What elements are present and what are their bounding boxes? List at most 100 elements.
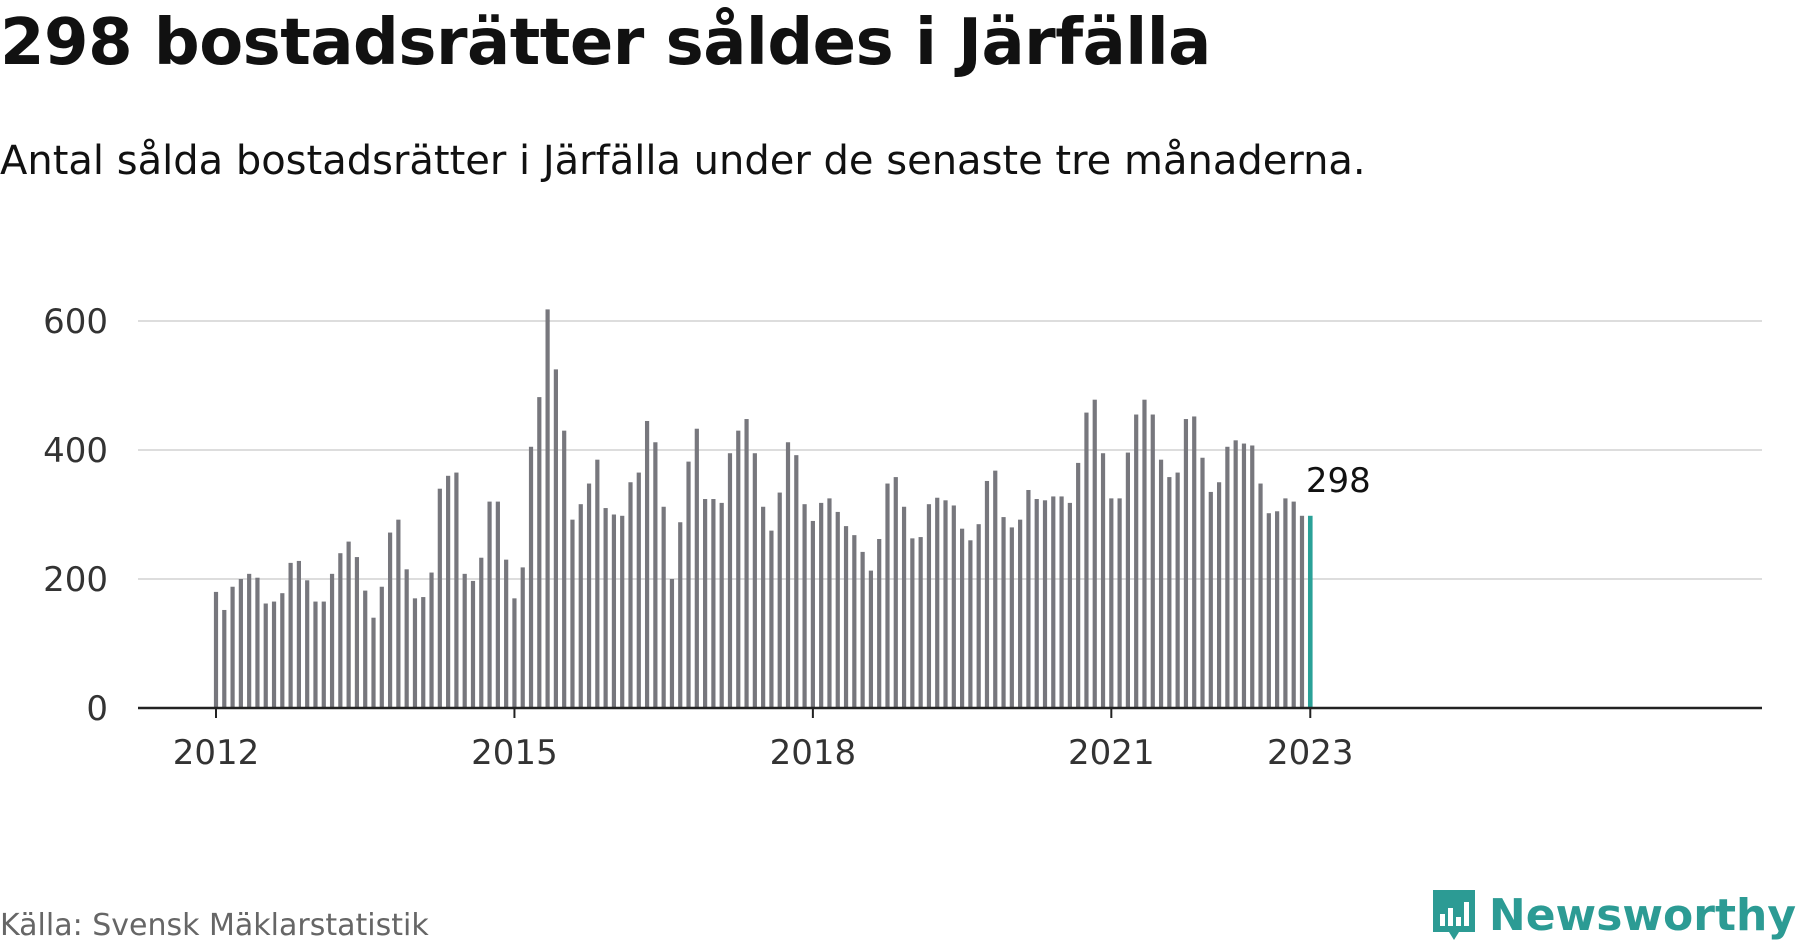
- bar: [1142, 399, 1147, 708]
- bar: [454, 472, 459, 708]
- bar: [495, 501, 500, 708]
- bar: [429, 572, 434, 708]
- bar: [338, 553, 343, 708]
- bar: [280, 593, 285, 708]
- bar: [329, 573, 335, 708]
- bar-highlight: [1307, 515, 1313, 708]
- bar: [313, 601, 318, 708]
- y-tick-label: 600: [43, 302, 108, 342]
- bar: [636, 472, 641, 708]
- chart-subtitle: Antal sålda bostadsrätter i Järfälla und…: [0, 138, 1366, 184]
- brand-name: Newsworthy: [1488, 889, 1796, 941]
- bar: [1084, 412, 1089, 708]
- bar: [371, 617, 376, 708]
- bar: [379, 586, 384, 708]
- bar: [1250, 445, 1255, 708]
- bar: [711, 499, 716, 708]
- bar: [288, 562, 293, 708]
- bar: [271, 601, 277, 708]
- bar: [553, 369, 558, 708]
- bar: [926, 504, 932, 708]
- bar: [984, 480, 990, 708]
- bar: [570, 519, 575, 708]
- bar: [213, 591, 219, 708]
- bar: [628, 482, 633, 708]
- bar: [1001, 517, 1006, 708]
- bar: [1216, 482, 1222, 708]
- bar: [827, 498, 832, 708]
- x-tick-label: 2015: [471, 733, 558, 773]
- bar: [545, 309, 550, 708]
- bar: [694, 428, 699, 708]
- bar: [893, 477, 898, 708]
- bar: [1299, 515, 1305, 708]
- bar: [1117, 498, 1122, 708]
- bar: [761, 506, 766, 708]
- bar: [504, 559, 509, 708]
- bar: [470, 580, 476, 708]
- chart-title: 298 bostadsrätter såldes i Järfälla: [0, 6, 1211, 80]
- bar: [1092, 399, 1097, 708]
- bar: [421, 597, 426, 708]
- newsworthy-logo-icon: [1432, 890, 1475, 940]
- bar: [1067, 502, 1072, 708]
- bar: [296, 560, 301, 708]
- bar: [1150, 414, 1155, 708]
- bar: [412, 598, 418, 708]
- bar: [1200, 457, 1205, 708]
- y-tick-label: 0: [86, 689, 108, 729]
- bar: [1018, 519, 1023, 708]
- bar: [578, 504, 583, 708]
- bar: [1125, 452, 1130, 708]
- bar: [230, 586, 235, 708]
- bar: [951, 505, 956, 708]
- bar: [363, 590, 368, 708]
- bar: [487, 501, 492, 708]
- bar: [1059, 496, 1064, 708]
- bar: [1167, 477, 1172, 708]
- bar: [1192, 416, 1197, 708]
- bar: [1109, 498, 1114, 708]
- bar: [860, 551, 865, 708]
- bar: [1042, 500, 1048, 708]
- bar: [794, 455, 799, 708]
- bar: [885, 483, 890, 708]
- bar: [744, 419, 749, 708]
- bar: [1241, 443, 1247, 708]
- bar: [255, 577, 260, 708]
- bar: [727, 453, 733, 708]
- bar: [719, 502, 724, 708]
- bar: [479, 557, 484, 708]
- bar: [1051, 496, 1056, 708]
- bar: [620, 515, 625, 708]
- bar: [446, 475, 451, 708]
- bar: [520, 567, 525, 708]
- bar: [644, 420, 650, 708]
- bar: [1266, 513, 1271, 708]
- x-tick-label: 2023: [1267, 733, 1354, 773]
- bar: [686, 461, 691, 708]
- bar: [868, 570, 874, 708]
- bar: [346, 541, 351, 708]
- bar: [736, 430, 741, 708]
- bar: [305, 580, 310, 708]
- bar: [1258, 483, 1263, 708]
- bar: [238, 579, 243, 708]
- bar: [918, 537, 923, 708]
- bar: [993, 470, 998, 708]
- bar: [1183, 419, 1189, 708]
- bar: [1026, 489, 1031, 708]
- y-tick-label: 200: [43, 560, 108, 600]
- bar: [247, 573, 252, 708]
- bar: [603, 508, 608, 708]
- bar: [462, 573, 467, 708]
- bar: [960, 528, 965, 708]
- bar: [669, 579, 675, 708]
- source-note: Källa: Svensk Mäklarstatistik: [0, 908, 429, 943]
- bar: [263, 603, 268, 708]
- bar: [810, 520, 815, 708]
- bar: [752, 453, 757, 708]
- bar: [1009, 527, 1014, 708]
- bar: [777, 492, 782, 708]
